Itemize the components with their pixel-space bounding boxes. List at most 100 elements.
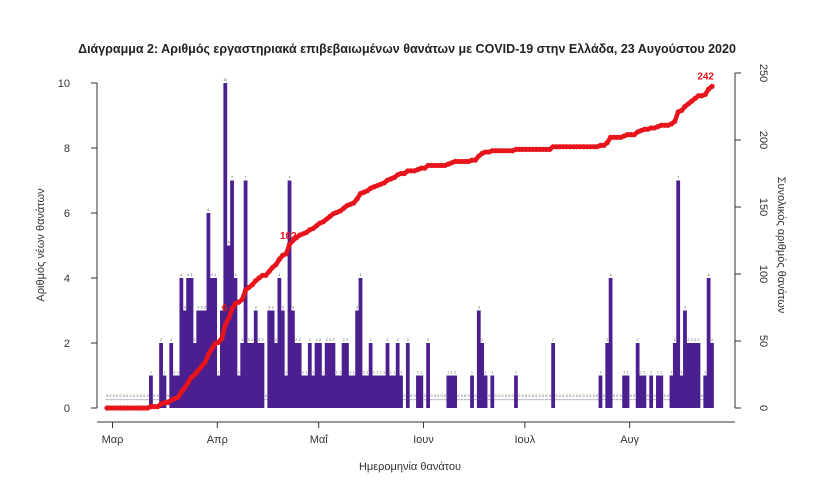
zero-marker [538, 399, 542, 401]
bar-value-label: 4 [708, 273, 710, 277]
daily-bar [361, 375, 366, 408]
bar-value-label: 0 [576, 394, 578, 398]
daily-bar [216, 375, 221, 408]
zero-marker [433, 399, 437, 401]
zero-marker [132, 399, 136, 401]
x-tick-label: Αυγ [620, 434, 639, 446]
daily-bar [297, 343, 302, 408]
bar-value-label: 0 [113, 394, 115, 398]
zero-marker [544, 399, 548, 401]
bar-value-label: 1 [174, 371, 176, 375]
bar-value-label: 1 [623, 371, 625, 375]
bar-value-label: 0 [620, 394, 622, 398]
bar-value-label: 0 [461, 394, 463, 398]
bar-value-label: 1 [420, 371, 422, 375]
bar-value-label: 0 [556, 394, 558, 398]
bar-value-label: 0 [430, 394, 432, 398]
bar-value-label: 3 [197, 306, 199, 310]
left-axis-ticks: 0 2 4 6 8 10 [58, 78, 97, 415]
cumulative-point [178, 389, 184, 395]
bar-value-label: 0 [143, 394, 145, 398]
bar-value-label: 1 [163, 371, 165, 375]
daily-bar [267, 310, 272, 408]
daily-bar [307, 343, 312, 408]
zero-marker [578, 399, 582, 401]
total-annotation: 242 [697, 71, 714, 82]
bar-value-label: 3 [255, 306, 257, 310]
bar-value-label: 4 [191, 273, 193, 277]
bar-value-label: 0 [549, 394, 551, 398]
bar-value-label: 1 [353, 371, 355, 375]
cumulative-point [678, 107, 685, 114]
bar-value-label: 1 [650, 371, 652, 375]
daily-bar [446, 375, 451, 408]
bar-value-label: 0 [579, 394, 581, 398]
cumulative-point [182, 385, 188, 391]
daily-bar [706, 278, 711, 408]
daily-bar [416, 375, 420, 408]
bar-value-label: 0 [464, 394, 466, 398]
daily-bar [189, 278, 194, 408]
bar-value-label: 0 [157, 394, 159, 398]
bar-value-label: 0 [424, 394, 426, 398]
bar-value-label: 4 [610, 273, 612, 277]
bar-value-label: 0 [116, 394, 118, 398]
bar-value-label: 1 [599, 371, 601, 375]
bar-value-label: 4 [211, 273, 213, 277]
bar-value-label: 0 [498, 394, 500, 398]
daily-bar [250, 343, 255, 408]
bar-value-label: 4 [278, 273, 280, 277]
x-tick-label: Απρ [207, 434, 228, 446]
zero-marker [494, 399, 498, 401]
cumulative-point [222, 322, 228, 328]
zero-marker [568, 399, 572, 401]
bar-value-label: 2 [241, 338, 243, 342]
right-tick-label: 0 [757, 405, 769, 411]
zero-marker [612, 399, 616, 401]
cumulative-point [273, 262, 279, 268]
daily-bar [240, 343, 245, 408]
daily-bar [196, 310, 201, 408]
cumulative-point [709, 83, 715, 89]
daily-bar [186, 278, 191, 408]
left-tick-label: 0 [64, 403, 70, 415]
bar-value-label: 0 [488, 394, 490, 398]
bar-value-label: 1 [218, 371, 220, 375]
daily-bar [172, 375, 177, 408]
cumulative-point [263, 272, 269, 278]
daily-bar [291, 310, 295, 408]
bar-value-label: 2 [637, 338, 639, 342]
bar-value-label: 0 [120, 394, 122, 398]
daily-bar [355, 310, 360, 408]
right-tick-label: 200 [757, 131, 769, 149]
daily-bar [199, 310, 204, 408]
bar-value-label: 1 [393, 371, 395, 375]
zero-marker [443, 399, 447, 401]
bar-value-label: 1 [177, 371, 179, 375]
bar-value-label: 1 [660, 371, 662, 375]
daily-bar [368, 343, 373, 408]
x-tick-label: Ιουν [413, 434, 434, 446]
zero-marker [561, 399, 565, 401]
bar-value-label: 1 [670, 371, 672, 375]
right-tick-label: 250 [757, 64, 769, 82]
bar-value-label: 0 [525, 394, 527, 398]
bar-value-label: 3 [282, 306, 284, 310]
bar-value-label: 0 [664, 394, 666, 398]
cumulative-point [202, 359, 208, 366]
zero-marker [663, 399, 667, 401]
early-annotation: 6 [222, 303, 228, 314]
bar-value-label: 1 [366, 371, 368, 375]
zero-marker [501, 399, 504, 401]
bar-value-label: 0 [474, 394, 476, 398]
bar-value-label: 1 [339, 371, 341, 375]
daily-bar [693, 343, 697, 408]
daily-bar [324, 343, 329, 408]
bar-value-label: 2 [370, 338, 372, 342]
daily-bar [382, 375, 387, 408]
daily-bar [389, 375, 393, 408]
x-tick-label: Μαρ [102, 434, 124, 446]
bar-value-label: 0 [654, 394, 656, 398]
right-tick-label: 50 [757, 335, 769, 347]
bar-value-label: 2 [160, 338, 162, 342]
